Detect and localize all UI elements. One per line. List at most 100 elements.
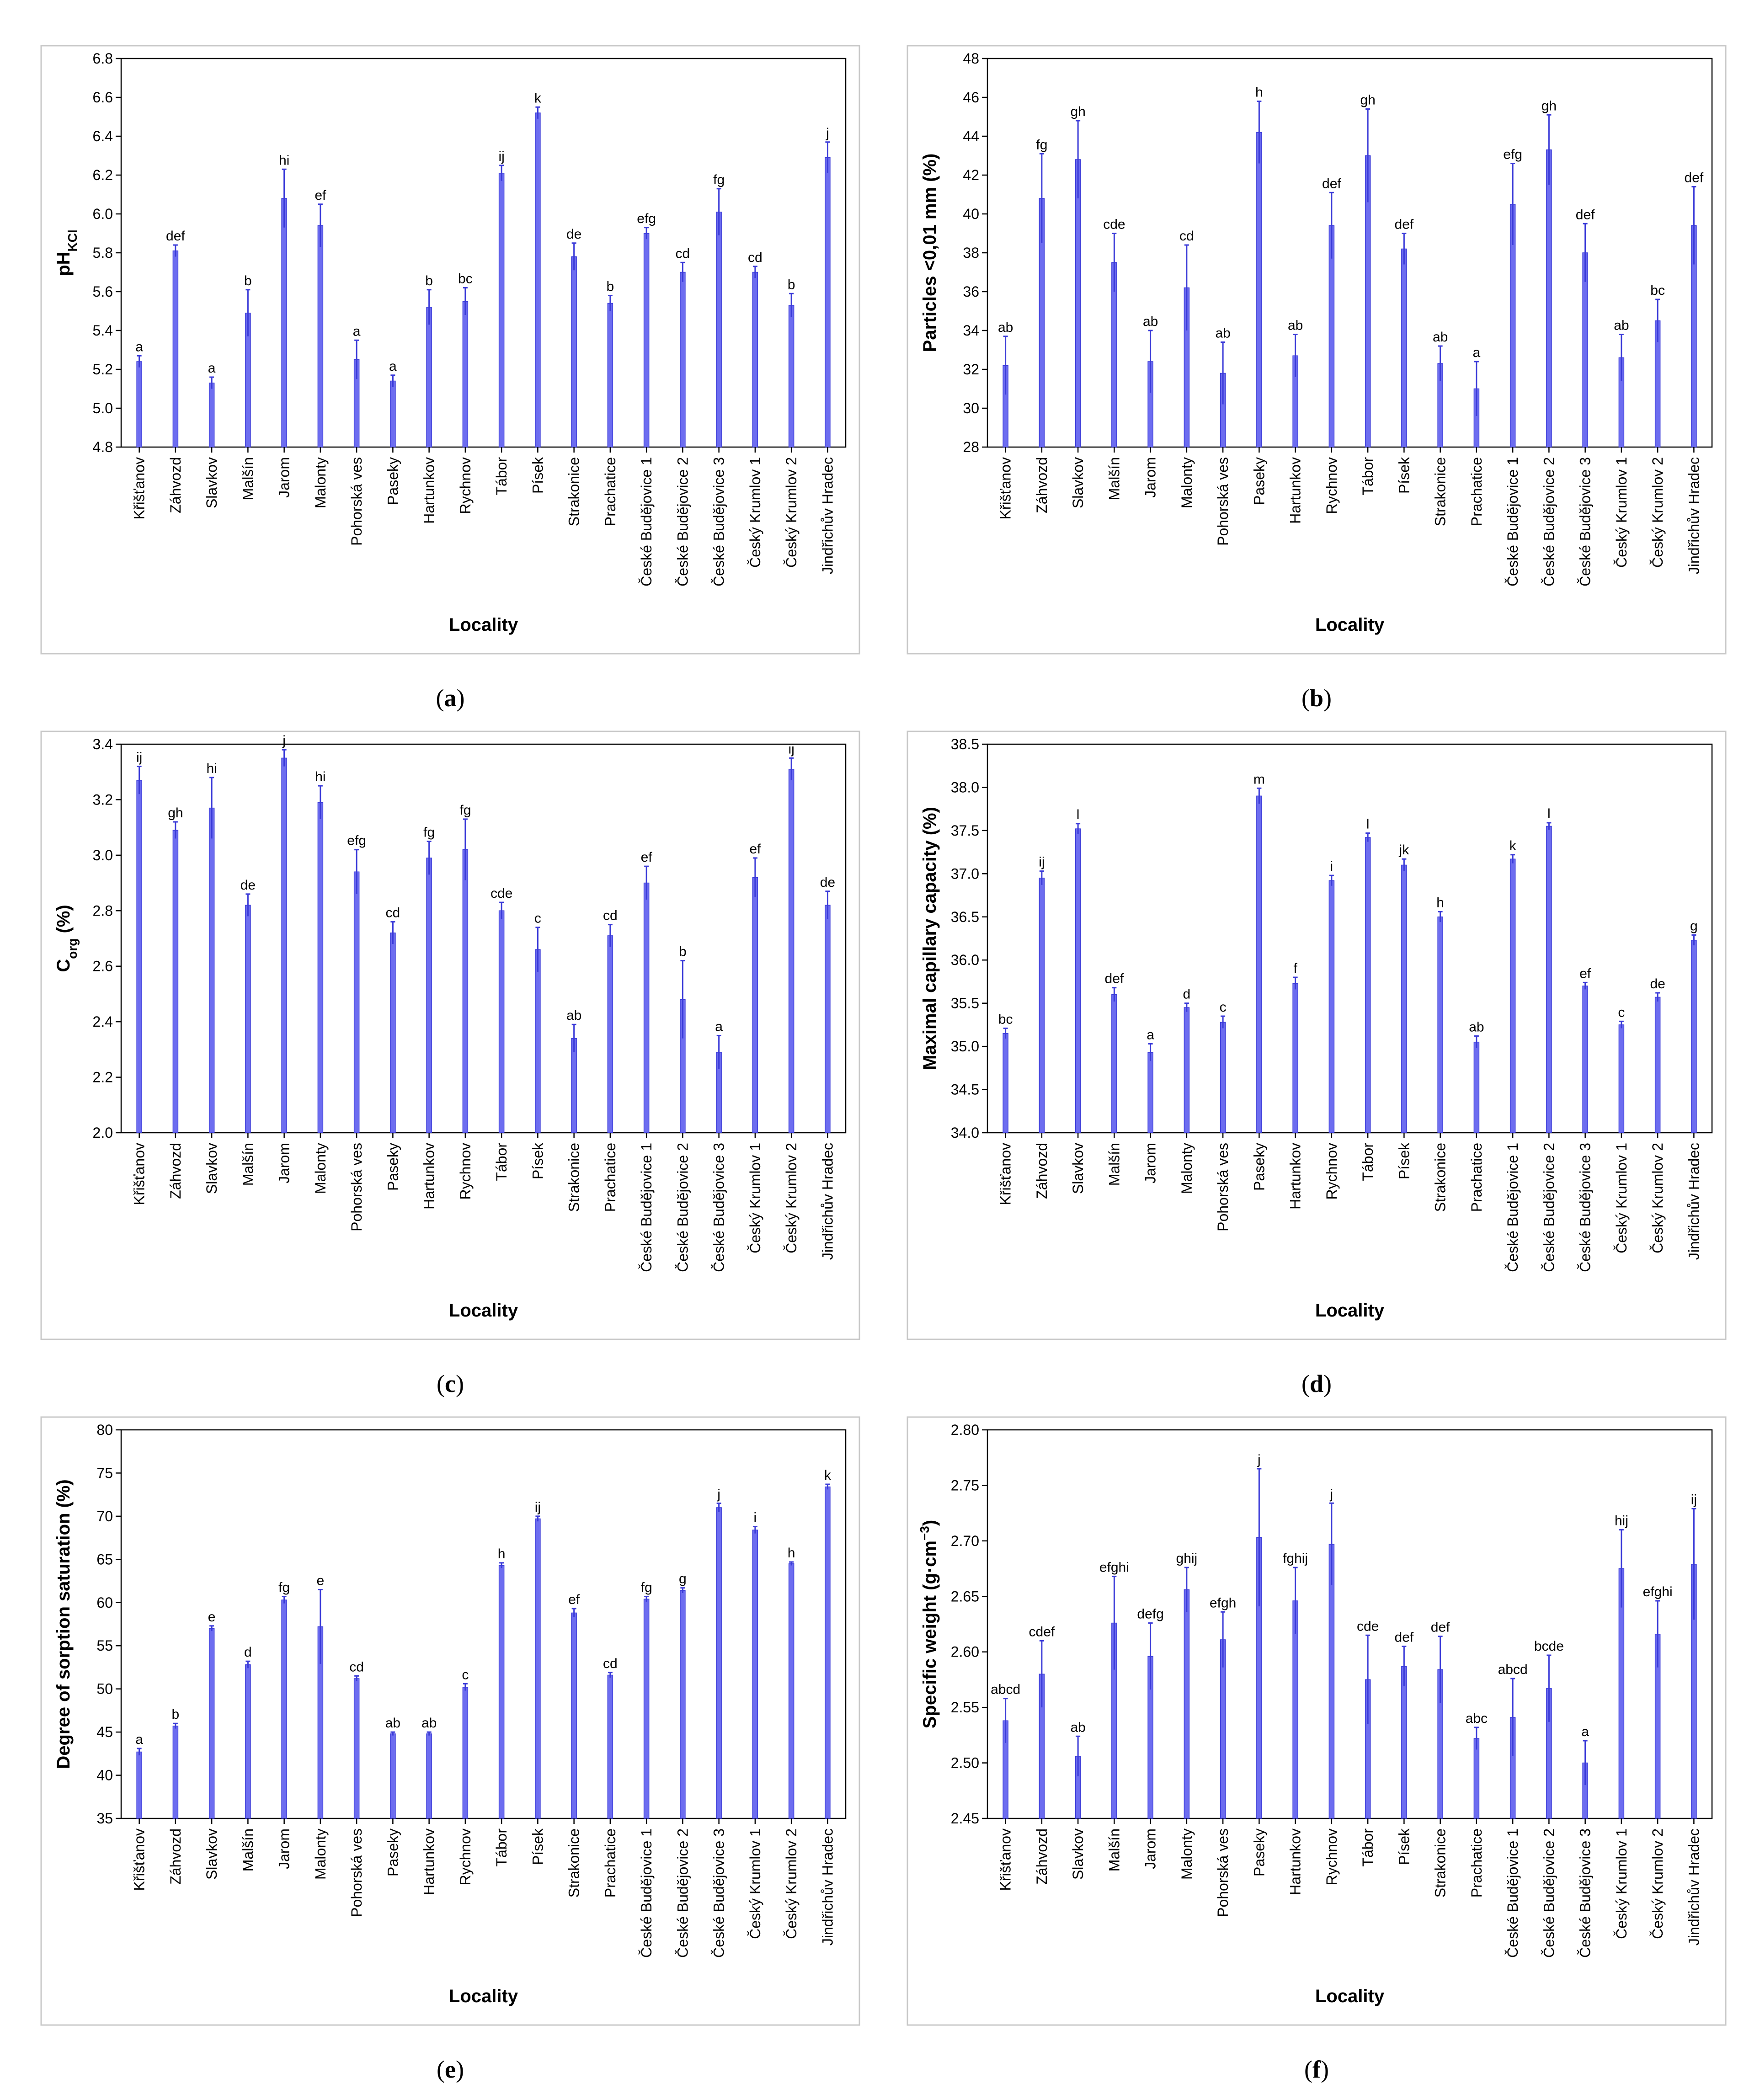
y-tick-label: 42 [963,167,979,183]
group-letter-10: i [1330,859,1333,874]
group-letter-7: a [353,324,361,339]
group-letter-17: j [717,1487,720,1502]
bar-19 [788,1563,795,1819]
bar-5 [1147,1052,1153,1133]
x-tick-label: Malšín [240,1143,256,1186]
x-tick-label: České Budějovice 1 [638,1143,655,1272]
x-tick-label: Křišťanov [131,1143,148,1205]
x-tick-label: Jindřichův Hradec [819,1143,836,1260]
bar-9 [426,307,432,448]
bar-20 [825,1486,831,1819]
group-letter-12: k [534,91,542,106]
x-tick-label: České Budějovice 3 [1577,1828,1594,1958]
group-letter-6: cd [1179,229,1194,244]
group-letter-11: cde [1357,1619,1379,1634]
y-tick-label: 48 [963,50,979,67]
group-letter-9: f [1293,961,1297,976]
bar-8 [390,933,396,1133]
x-tick-label: Malonty [1179,457,1195,508]
group-letter-15: efg [1503,147,1522,162]
group-letter-18: cd [748,250,763,265]
x-tick-label: České Budějovice 2 [1541,1828,1557,1958]
x-tick-label: Paseky [384,1143,401,1191]
x-tick-label: Malonty [1179,1828,1195,1880]
x-tick-label: Křišťanov [131,457,148,520]
bar-9 [426,858,432,1133]
y-tick-label: 55 [96,1637,113,1654]
bar-9 [1292,983,1298,1133]
bar-10 [462,301,469,448]
chart-a: 4.8 5.0 5.2 5.4 5.6 5.8 6.0 6.2 6.4 6.6 6.8 pHKCl a K… [40,45,860,712]
group-letter-13: def [1431,1620,1450,1635]
x-tick-label: Slavkov [1070,1143,1086,1194]
x-tick-label: Český Krumlov 1 [747,1143,763,1253]
x-tick-label: Malonty [312,1828,329,1880]
x-tick-label: Malonty [312,457,329,508]
x-tick-label: České Budějovice 2 [674,1143,691,1272]
x-tick-label: Český Krumlov 2 [1649,1828,1666,1939]
y-tick-label: 5.2 [93,361,113,378]
x-tick-label: Slavkov [203,1143,220,1194]
group-letter-15: ef [641,850,653,865]
bar-11 [1365,837,1371,1133]
group-letter-13: de [566,227,581,242]
x-tick-label: Prachatice [1468,1143,1485,1212]
figure-caption: (f) [1304,2056,1329,2083]
plot-area [987,1429,1713,1819]
group-letter-5: a [1147,1027,1154,1042]
x-tick-label: Malšín [1106,457,1122,500]
bar-12 [1401,864,1407,1133]
x-tick-label: Český Krumlov 2 [1649,1143,1666,1253]
group-letter-7: c [1220,1000,1227,1015]
group-letter-20: def [1685,171,1704,186]
y-tick-label: 3.2 [93,791,113,808]
x-tick-label: Hartunkov [421,1828,437,1895]
x-tick-label: Jarom [276,457,293,498]
group-letter-12: c [534,911,541,926]
x-tick-label: Křišťanov [997,1828,1014,1891]
group-letter-3: a [208,361,216,376]
group-letter-6: e [317,1573,325,1588]
x-tick-label: Strakonice [1432,1143,1449,1212]
x-tick-label: České Budějovice 3 [711,457,727,586]
y-tick-label: 2.70 [951,1533,979,1549]
bar-1 [136,1751,142,1819]
group-letter-19: h [788,1546,795,1561]
group-letter-6: d [1183,987,1191,1002]
group-letter-20: g [1690,918,1698,933]
group-letter-16: l [1547,806,1551,821]
group-letter-10: def [1322,176,1341,191]
x-tick-label: Písek [529,1142,546,1179]
x-tick-label: Prachatice [1468,1828,1485,1897]
bar-17 [716,1507,722,1819]
x-tick-label: Jarom [1142,1143,1159,1183]
x-tick-label: Jindřichův Hradec [819,457,836,574]
group-letter-6: hi [315,769,325,784]
x-tick-label: Malonty [1179,1143,1195,1194]
x-tick-label: Tábor [493,1828,510,1867]
y-tick-label: 36.0 [951,952,979,968]
x-tick-label: Jindřichův Hradec [1685,457,1702,574]
x-tick-label: Rychnov [1323,1143,1340,1200]
x-tick-label: Pohorská ves [1215,1143,1231,1231]
group-letter-3: hi [206,761,217,776]
group-letter-7: ab [1215,326,1230,341]
x-tick-label: České Budějovice 2 [1541,1143,1557,1272]
bar-18 [752,877,758,1133]
group-letter-20: de [820,875,835,890]
group-letter-2: fg [1036,137,1047,152]
group-letter-18: i [754,1510,757,1525]
group-letter-1: abcd [991,1682,1020,1697]
bar-14 [607,935,613,1133]
x-tick-label: České Budějovice 2 [674,457,691,586]
bar-12 [1401,248,1407,448]
x-tick-label: Pohorská ves [348,1828,365,1917]
group-letter-5: ab [1143,314,1158,329]
x-tick-label: Hartunkov [1287,1828,1304,1895]
group-letter-19: efghi [1643,1584,1673,1599]
group-letter-20: ij [1691,1492,1697,1507]
y-tick-label: 2.55 [951,1699,979,1716]
bar-12 [535,949,541,1133]
group-letter-16: gh [1541,98,1557,113]
bar-1 [136,361,142,448]
